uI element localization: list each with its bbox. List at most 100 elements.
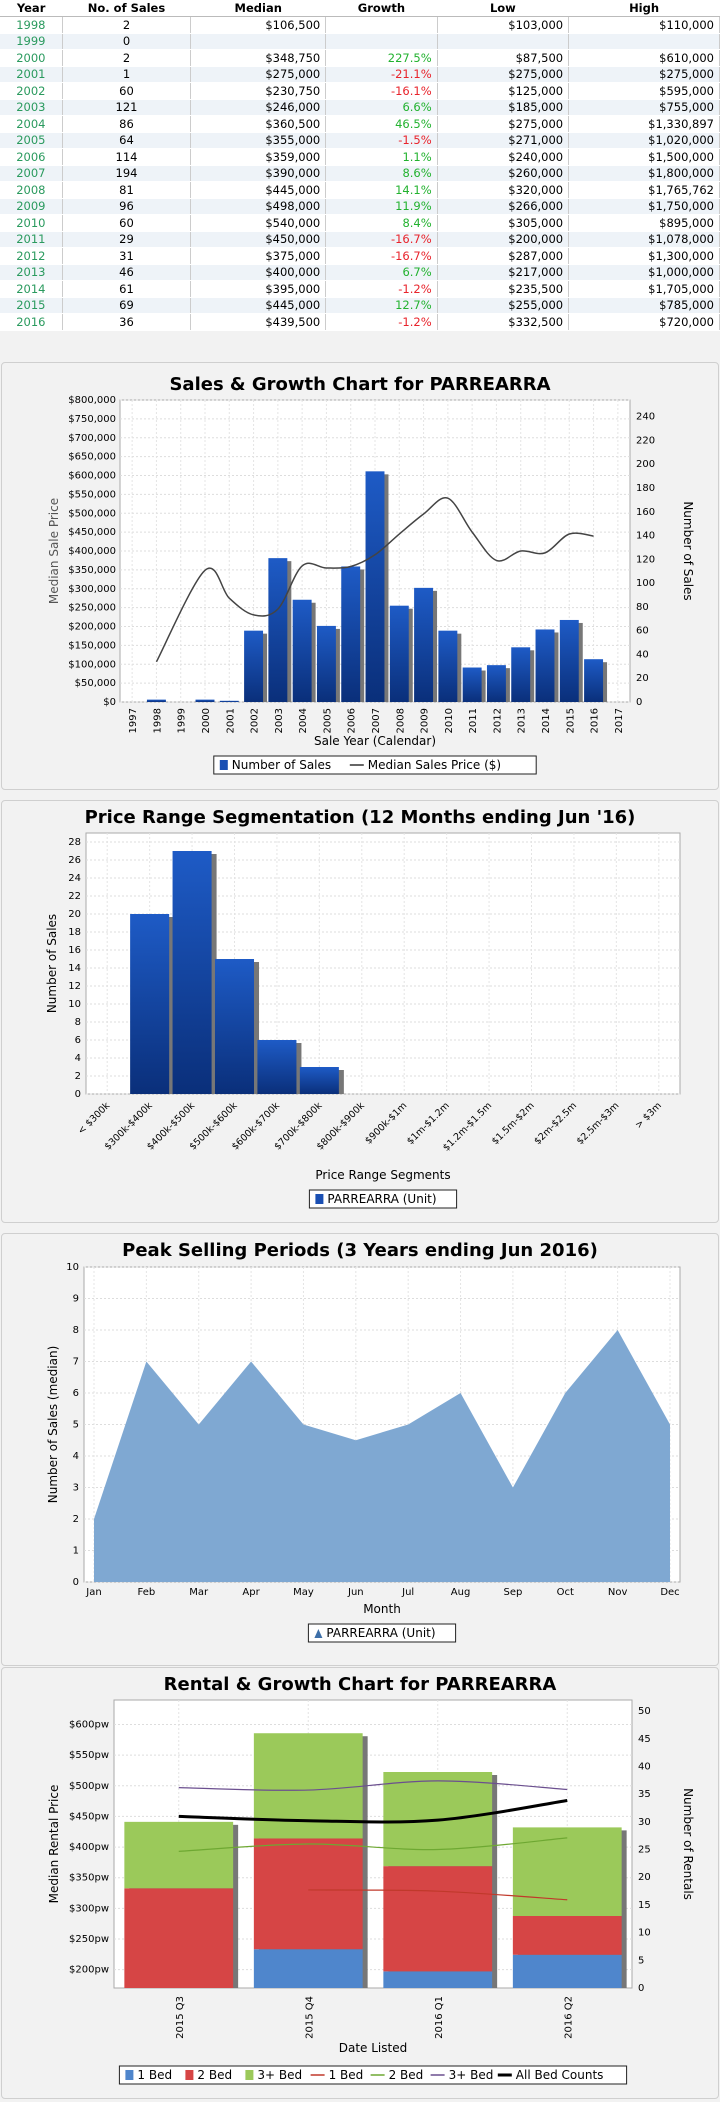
segment-bar bbox=[214, 959, 255, 1094]
high-cell: $275,000 bbox=[568, 66, 720, 83]
y-tick-label: 8 bbox=[75, 1017, 81, 1028]
y-tick-label: 8 bbox=[73, 1325, 79, 1336]
rental-bar-segment bbox=[124, 1888, 234, 1988]
low-cell: $275,000 bbox=[437, 115, 570, 133]
x-tick-label: 2015 bbox=[565, 708, 576, 733]
y2-tick-label: 160 bbox=[636, 507, 655, 518]
sales-count-cell: 2 bbox=[62, 16, 192, 34]
growth-cell: 8.4% bbox=[325, 214, 438, 232]
year-link[interactable]: 2009 bbox=[0, 198, 63, 215]
low-cell: $305,000 bbox=[437, 214, 570, 232]
sales-bar bbox=[438, 630, 458, 702]
y2-tick-label: 0 bbox=[638, 1983, 644, 1994]
median-cell: $400,000 bbox=[190, 264, 327, 281]
rental-bar-segment bbox=[124, 1821, 234, 1889]
sales-count-cell: 60 bbox=[62, 214, 192, 232]
table-row: 2015 69 $445,000 12.7% $255,000 $785,000 bbox=[0, 297, 720, 314]
year-link[interactable]: 1999 bbox=[0, 33, 63, 50]
x-tick-label: Nov bbox=[608, 1587, 628, 1598]
median-cell: $498,000 bbox=[190, 198, 327, 215]
table-row: 2009 96 $498,000 11.9% $266,000 $1,750,000 bbox=[0, 198, 720, 215]
year-link[interactable]: 2007 bbox=[0, 165, 63, 182]
median-cell: $348,750 bbox=[190, 49, 327, 67]
growth-cell: -1.5% bbox=[325, 132, 438, 149]
sales-count-cell: 64 bbox=[62, 132, 192, 149]
year-link[interactable]: 2013 bbox=[0, 264, 63, 281]
year-link[interactable]: 2014 bbox=[0, 280, 63, 298]
y-tick-label: 3 bbox=[73, 1483, 79, 1494]
price-range-chart: Price Range Segmentation (12 Months endi… bbox=[45, 807, 681, 1209]
table-row: 1998 2 $106,500 $103,000 $110,000 bbox=[0, 16, 720, 34]
median-cell: $246,000 bbox=[190, 99, 327, 116]
year-link[interactable]: 2003 bbox=[0, 99, 63, 116]
legend bbox=[308, 1189, 458, 1209]
sales-bar bbox=[219, 700, 239, 702]
y-tick-label: 4 bbox=[75, 1053, 81, 1064]
y-tick-label: 14 bbox=[68, 963, 81, 974]
x-tick-label: 1999 bbox=[177, 708, 188, 733]
y-tick-label: $650,000 bbox=[68, 452, 116, 463]
year-link[interactable]: 1998 bbox=[0, 16, 63, 34]
x-tick-label: 2012 bbox=[492, 708, 503, 733]
year-link[interactable]: 2008 bbox=[0, 181, 63, 199]
rental-bar-segment bbox=[512, 1827, 622, 1916]
sales-count-cell: 31 bbox=[62, 247, 192, 265]
year-link[interactable]: 2010 bbox=[0, 214, 63, 232]
y2-tick-label: 20 bbox=[638, 1872, 651, 1883]
rental-growth-chart: Rental & Growth Chart for PARREARRA $200p… bbox=[47, 1674, 695, 2085]
table-row: 2016 36 $439,500 -1.2% $332,500 $720,000 bbox=[0, 313, 720, 331]
legend bbox=[307, 1623, 457, 1643]
year-link[interactable]: 2011 bbox=[0, 231, 63, 248]
y-tick-label: $550pw bbox=[69, 1750, 109, 1761]
x-tick-label: $1.5m-$2m bbox=[490, 1100, 537, 1147]
high-cell: $895,000 bbox=[568, 214, 720, 232]
y2-tick-label: 40 bbox=[638, 1761, 651, 1772]
rental-median-line bbox=[178, 1799, 568, 1824]
low-cell: $287,000 bbox=[437, 247, 570, 265]
high-cell: $1,020,000 bbox=[568, 132, 720, 149]
y-tick-label: $800,000 bbox=[68, 395, 116, 406]
sales-count-cell: 96 bbox=[62, 198, 192, 215]
year-link[interactable]: 2012 bbox=[0, 247, 63, 265]
y-tick-label: 9 bbox=[73, 1294, 79, 1305]
sales-bar bbox=[511, 647, 531, 702]
year-link[interactable]: 2000 bbox=[0, 49, 63, 67]
low-cell: $125,000 bbox=[437, 82, 570, 100]
y2-tick-label: 60 bbox=[636, 626, 649, 637]
y-axis-label: Median Sale Price bbox=[47, 498, 61, 604]
year-link[interactable]: 2004 bbox=[0, 115, 63, 133]
sales-bar bbox=[584, 659, 604, 702]
median-cell: $445,000 bbox=[190, 297, 327, 314]
year-link[interactable]: 2016 bbox=[0, 313, 63, 331]
x-tick-label: 2011 bbox=[468, 708, 479, 733]
high-cell bbox=[568, 33, 720, 50]
year-link[interactable]: 2002 bbox=[0, 82, 63, 100]
rental-bar-segment bbox=[512, 1916, 622, 1955]
sales-bar bbox=[414, 587, 434, 702]
sales-count-cell: 60 bbox=[62, 82, 192, 100]
x-tick-label: Mar bbox=[189, 1587, 209, 1598]
high-cell: $1,000,000 bbox=[568, 264, 720, 281]
year-link[interactable]: 2015 bbox=[0, 297, 63, 314]
year-link[interactable]: 2005 bbox=[0, 132, 63, 149]
legend-swatch bbox=[245, 2070, 254, 2080]
low-cell: $185,000 bbox=[437, 99, 570, 116]
segment-bar bbox=[172, 851, 212, 1094]
rental-median-line bbox=[178, 1837, 568, 1852]
y-tick-label: $150,000 bbox=[68, 640, 116, 651]
x-axis-label: Sale Year (Calendar) bbox=[314, 734, 436, 748]
y-tick-label: 20 bbox=[68, 909, 81, 920]
y2-tick-label: 100 bbox=[636, 578, 655, 589]
sales-history-table: Year No. of Sales Median Growth Low High 1998… bbox=[0, 0, 720, 331]
y2-tick-label: 35 bbox=[638, 1789, 651, 1800]
growth-cell: 227.5% bbox=[325, 49, 438, 67]
y-tick-label: 0 bbox=[73, 1577, 79, 1588]
low-cell: $255,000 bbox=[437, 297, 570, 314]
growth-cell: -16.7% bbox=[325, 231, 438, 248]
y-tick-label: 0 bbox=[75, 1089, 81, 1100]
table-header-row: Year No. of Sales Median Growth Low High bbox=[0, 0, 720, 17]
year-link[interactable]: 2006 bbox=[0, 148, 63, 166]
sales-bar bbox=[316, 625, 336, 702]
y-tick-label: 1 bbox=[73, 1546, 79, 1557]
year-link[interactable]: 2001 bbox=[0, 66, 63, 83]
